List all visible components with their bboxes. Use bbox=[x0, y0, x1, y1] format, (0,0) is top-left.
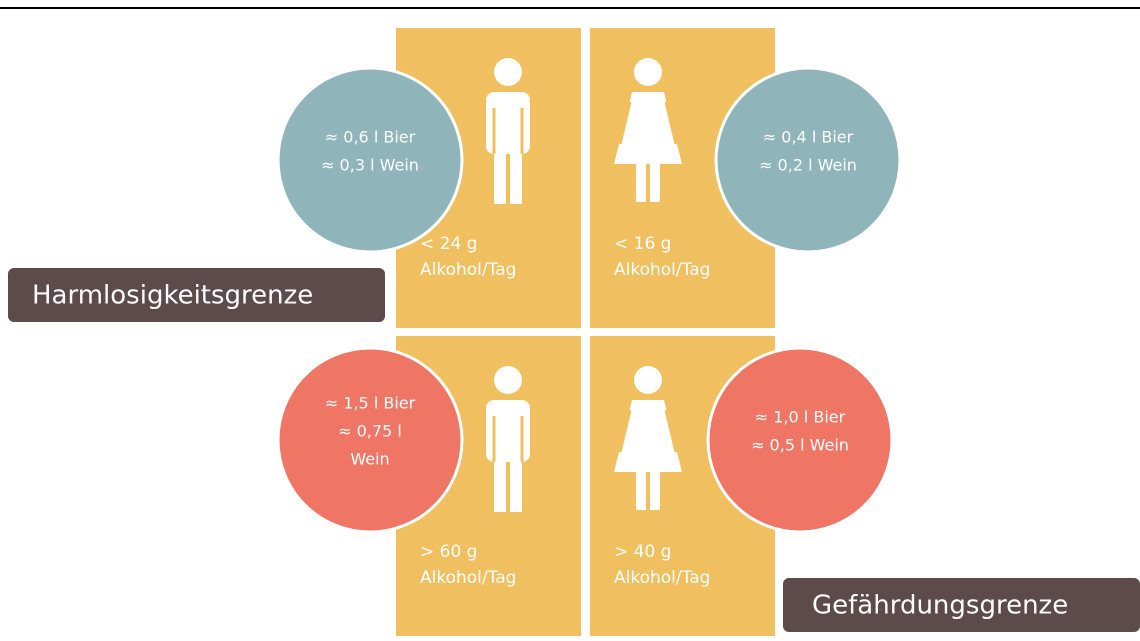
circle-text: ≈ 0,3 l Wein bbox=[321, 156, 419, 175]
panel-text: < 16 g bbox=[614, 234, 671, 254]
label: Harmlosigkeitsgrenze bbox=[32, 281, 313, 311]
panel-text: Alkohol/Tag bbox=[420, 260, 516, 280]
circle bbox=[714, 66, 902, 254]
circle-text: ≈ 1,0 l Bier bbox=[755, 408, 846, 427]
panel-text: > 40 g bbox=[614, 542, 671, 562]
panel-text: Alkohol/Tag bbox=[420, 568, 516, 588]
circle-text: Wein bbox=[350, 450, 389, 469]
label-box bbox=[8, 268, 385, 322]
circle-text: ≈ 0,6 l Bier bbox=[325, 128, 416, 147]
circle bbox=[276, 346, 464, 534]
panel-text: < 24 g bbox=[420, 234, 477, 254]
panel-text: > 60 g bbox=[420, 542, 477, 562]
circle-text: ≈ 0,4 l Bier bbox=[763, 128, 854, 147]
circle bbox=[276, 66, 464, 254]
panel-text: Alkohol/Tag bbox=[614, 568, 710, 588]
circle bbox=[706, 346, 894, 534]
circle-text: ≈ 0,5 l Wein bbox=[751, 436, 849, 455]
label: Gefährdungsgrenze bbox=[812, 591, 1068, 621]
top-rule bbox=[0, 7, 1140, 9]
circle-text: ≈ 0,75 l bbox=[338, 422, 402, 441]
circle-text: ≈ 0,2 l Wein bbox=[759, 156, 857, 175]
panel-text: Alkohol/Tag bbox=[614, 260, 710, 280]
label-box bbox=[783, 578, 1140, 632]
circle-text: ≈ 1,5 l Bier bbox=[325, 394, 416, 413]
